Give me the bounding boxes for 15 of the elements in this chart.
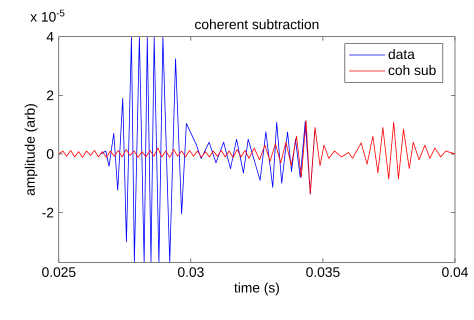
y-tick-label: 0	[46, 149, 54, 159]
x-axis-title: time (s)	[234, 282, 279, 296]
y-tick-label: -2	[42, 208, 54, 218]
y-tick-label: 2	[47, 90, 54, 100]
chart-title: coherent subtraction	[195, 19, 318, 30]
x-tick-label: 0.025	[42, 267, 76, 278]
x-tick-label: 0.04	[442, 267, 468, 278]
legend-label: coh sub	[388, 65, 436, 76]
y-tick-label: 4	[46, 32, 54, 42]
x-tick-label: 0.03	[178, 267, 204, 278]
y-axis-title: amplitude (arb)	[24, 104, 38, 196]
text: x 10$^{-5}$	[30, 10, 64, 22]
x-tick-label: 0.035	[306, 267, 340, 278]
line-series	[58, 120, 455, 195]
legend-label: data	[388, 49, 415, 60]
